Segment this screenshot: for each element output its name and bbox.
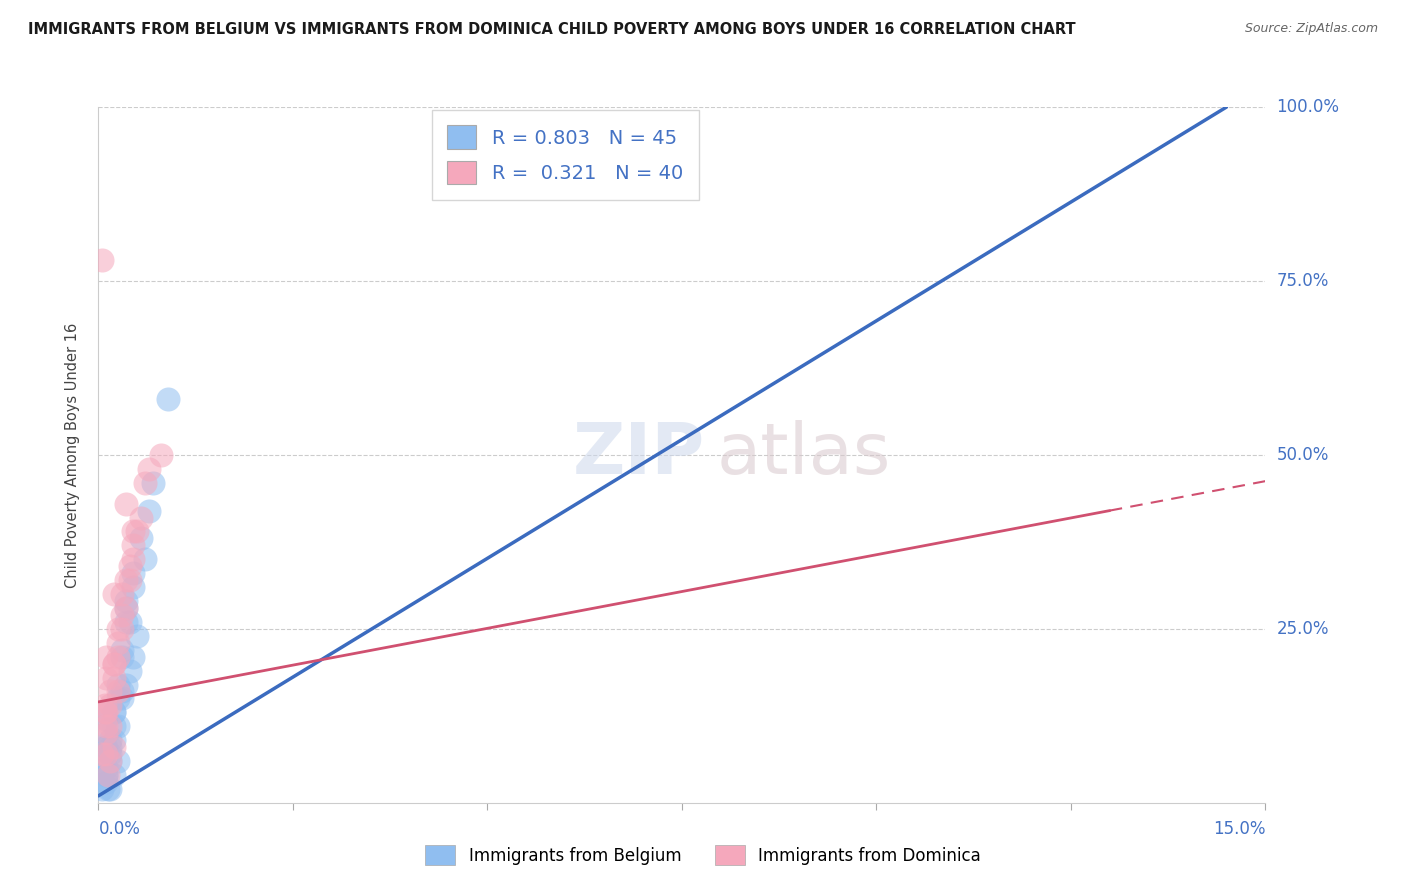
Point <box>127 629 149 643</box>
Point <box>122 566 145 581</box>
Point <box>107 754 129 768</box>
Point <box>93 740 115 755</box>
Point <box>129 532 152 546</box>
Point <box>98 698 121 713</box>
Point <box>98 733 121 747</box>
Legend: R = 0.803   N = 45, R =  0.321   N = 40: R = 0.803 N = 45, R = 0.321 N = 40 <box>432 110 699 200</box>
Point <box>98 719 121 733</box>
Point <box>103 671 125 685</box>
Point <box>114 601 136 615</box>
Point <box>114 677 136 691</box>
Point <box>114 601 136 615</box>
Point <box>149 448 172 462</box>
Point <box>98 754 121 768</box>
Point <box>118 573 141 587</box>
Point <box>96 768 118 782</box>
Point <box>103 657 125 671</box>
Point <box>96 747 118 761</box>
Point <box>111 607 134 622</box>
Point <box>107 684 129 698</box>
Text: 100.0%: 100.0% <box>1277 98 1340 116</box>
Point <box>96 719 118 733</box>
Point <box>98 684 121 698</box>
Point <box>111 642 134 657</box>
Point <box>103 587 125 601</box>
Point <box>97 768 120 782</box>
Point <box>98 781 121 796</box>
Text: IMMIGRANTS FROM BELGIUM VS IMMIGRANTS FROM DOMINICA CHILD POVERTY AMONG BOYS UND: IMMIGRANTS FROM BELGIUM VS IMMIGRANTS FR… <box>28 22 1076 37</box>
Point <box>91 781 114 796</box>
Text: ZIP: ZIP <box>574 420 706 490</box>
Point <box>107 649 129 664</box>
Point <box>138 462 160 476</box>
Point <box>122 524 145 539</box>
Point <box>98 747 121 761</box>
Point <box>122 580 145 594</box>
Point <box>111 622 134 636</box>
Point <box>103 733 125 747</box>
Text: 0.0%: 0.0% <box>98 820 141 838</box>
Point <box>96 706 118 720</box>
Point <box>127 524 149 539</box>
Point <box>91 747 114 761</box>
Text: 15.0%: 15.0% <box>1213 820 1265 838</box>
Point <box>129 510 152 524</box>
Text: 75.0%: 75.0% <box>1277 272 1329 290</box>
Point <box>138 503 160 517</box>
Point <box>98 754 121 768</box>
Point <box>96 775 118 789</box>
Point <box>134 552 156 566</box>
Point <box>107 622 129 636</box>
Point <box>93 698 115 713</box>
Point <box>107 677 129 691</box>
Point <box>103 719 125 733</box>
Point <box>96 740 118 755</box>
Point <box>96 671 118 685</box>
Point <box>97 781 120 796</box>
Point <box>118 615 141 629</box>
Point <box>122 552 145 566</box>
Point <box>98 740 121 755</box>
Point <box>93 706 115 720</box>
Point <box>96 768 118 782</box>
Point <box>103 706 125 720</box>
Point <box>111 684 134 698</box>
Text: atlas: atlas <box>717 420 891 490</box>
Point <box>111 649 134 664</box>
Point <box>107 691 129 706</box>
Point <box>96 726 118 740</box>
Point <box>157 392 180 407</box>
Point <box>96 726 118 740</box>
Legend: Immigrants from Belgium, Immigrants from Dominica: Immigrants from Belgium, Immigrants from… <box>418 837 988 873</box>
Point <box>111 587 134 601</box>
Point <box>107 719 129 733</box>
Point <box>111 691 134 706</box>
Point <box>103 768 125 782</box>
Point <box>103 657 125 671</box>
Point <box>114 573 136 587</box>
Y-axis label: Child Poverty Among Boys Under 16: Child Poverty Among Boys Under 16 <box>65 322 80 588</box>
Point <box>91 761 114 775</box>
Point <box>96 761 118 775</box>
Point <box>134 475 156 490</box>
Point <box>118 559 141 574</box>
Text: 25.0%: 25.0% <box>1277 620 1329 638</box>
Point <box>96 649 118 664</box>
Point <box>103 706 125 720</box>
Point <box>114 594 136 608</box>
Point <box>122 538 145 552</box>
Point <box>118 664 141 678</box>
Point <box>142 475 165 490</box>
Point <box>114 497 136 511</box>
Point <box>114 615 136 629</box>
Point <box>93 706 115 720</box>
Point <box>96 712 118 726</box>
Point <box>107 636 129 650</box>
Point <box>103 740 125 755</box>
Text: Source: ZipAtlas.com: Source: ZipAtlas.com <box>1244 22 1378 36</box>
Text: 50.0%: 50.0% <box>1277 446 1329 464</box>
Point <box>91 253 114 268</box>
Point <box>122 649 145 664</box>
